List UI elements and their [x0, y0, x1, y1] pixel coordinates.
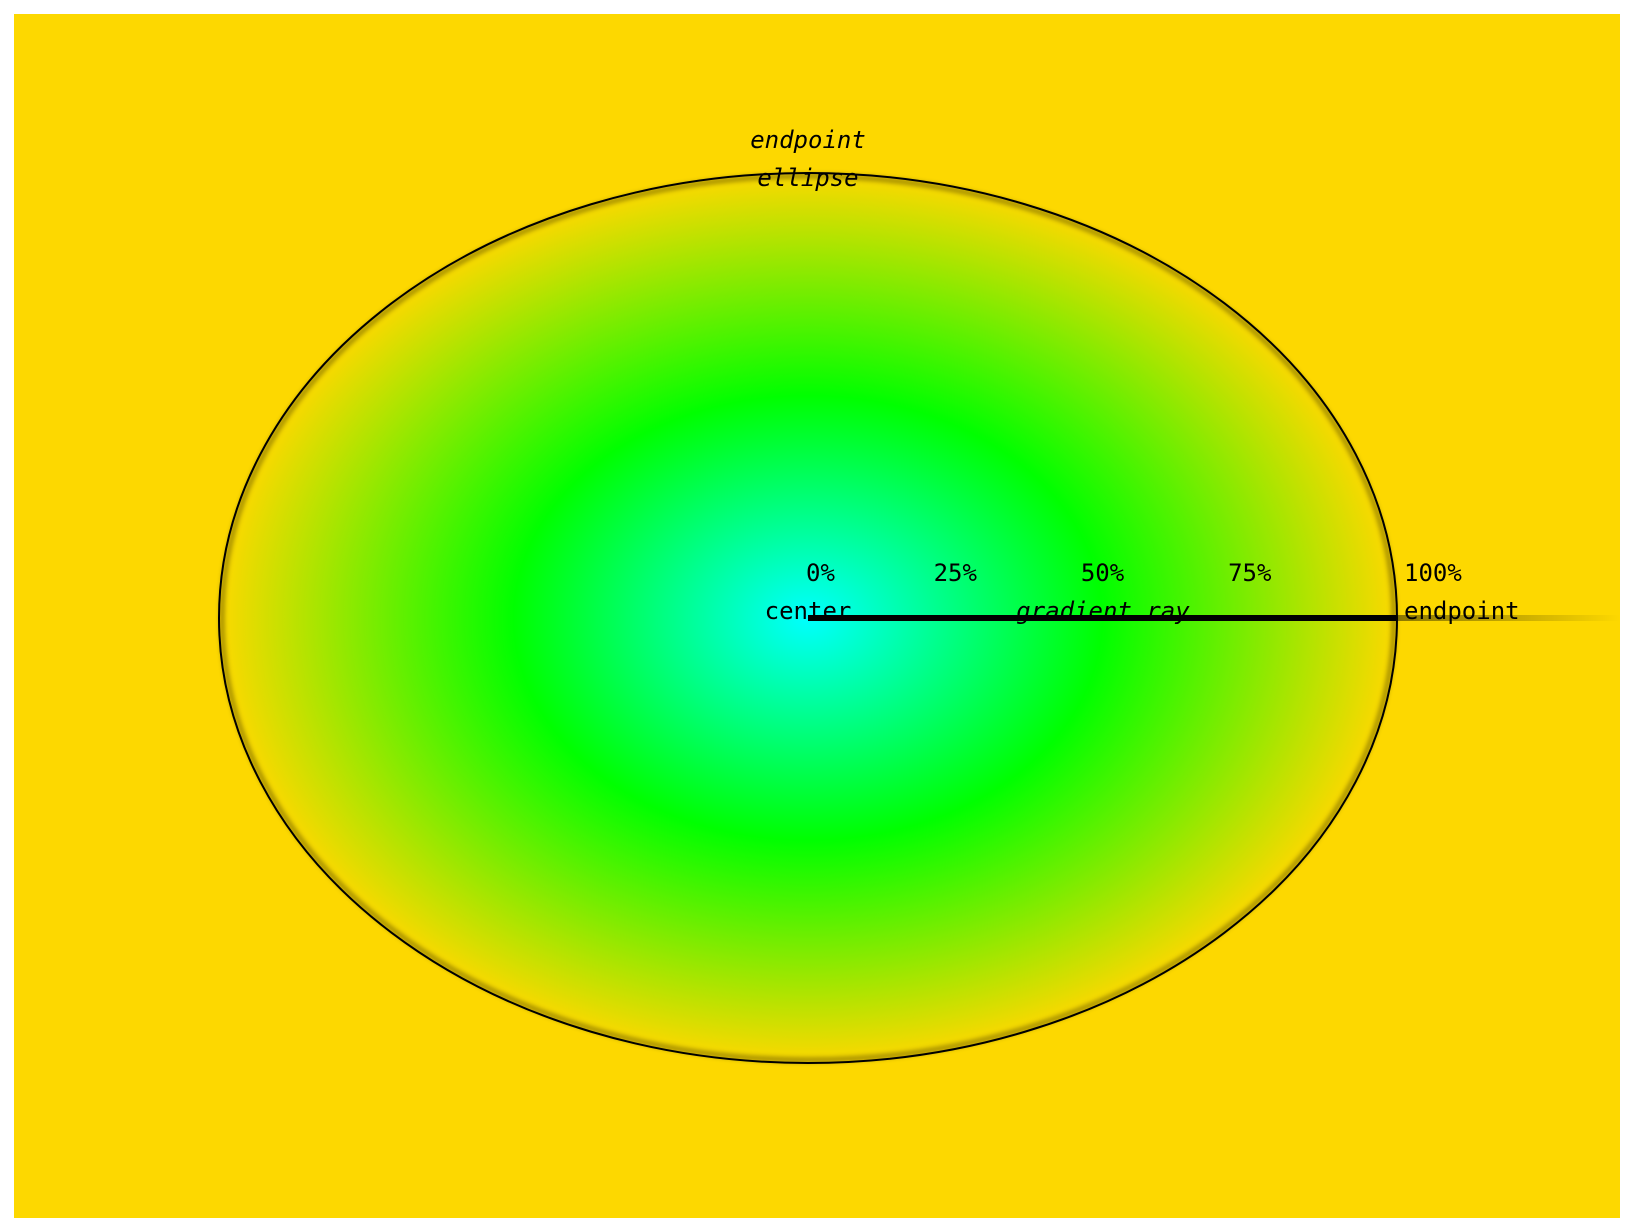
ray-extension-fade [1397, 615, 1620, 621]
stop-label: 100% [1404, 559, 1462, 587]
diagram-canvas: endpoint ellipse 0% 25% 50% 75% 100% center … [14, 14, 1620, 1218]
center-label: center [764, 597, 852, 625]
stop-label: 0% [806, 559, 835, 587]
stop-label: 25% [933, 559, 977, 587]
ellipse-label-line2: ellipse [757, 164, 859, 192]
endpoint-label: endpoint [1404, 597, 1520, 625]
radial-gradient-diagram [14, 14, 1620, 1218]
gradient-ray-label: gradient ray [1016, 597, 1190, 625]
ellipse-label-line1: endpoint [750, 126, 866, 154]
stop-label: 75% [1228, 559, 1272, 587]
stop-label: 50% [1080, 559, 1125, 587]
